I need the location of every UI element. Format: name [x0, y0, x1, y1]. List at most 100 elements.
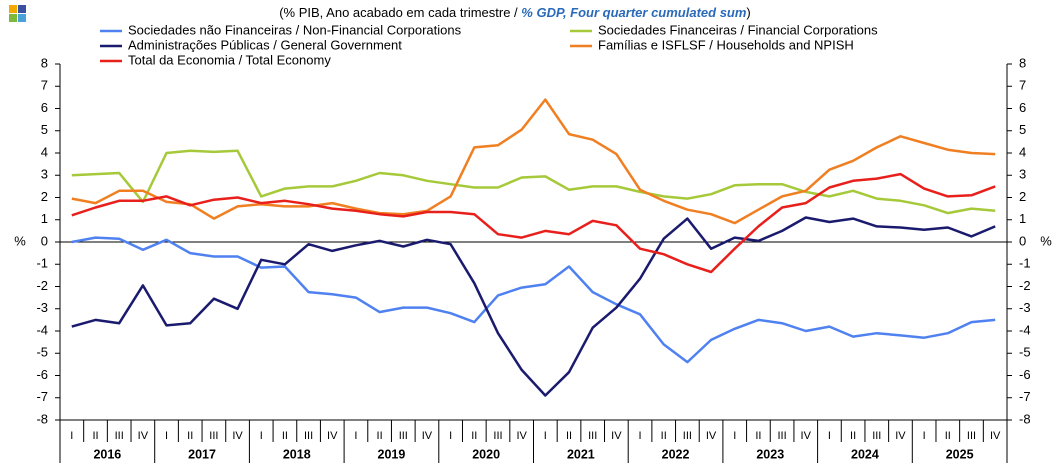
x-tick-label: II — [471, 430, 477, 442]
year-label: 2017 — [188, 447, 216, 461]
x-tick-label: III — [304, 430, 313, 442]
legend-label: Sociedades não Financeiras / Non-Financi… — [128, 22, 462, 37]
x-tick-label: IV — [990, 430, 1001, 442]
legend-label: Sociedades Financeiras / Financial Corpo… — [598, 22, 878, 37]
x-tick-label: III — [683, 430, 692, 442]
series-line — [71, 149, 996, 215]
y-tick-label: 0 — [41, 233, 48, 248]
year-label: 2025 — [946, 447, 974, 461]
y2-tick-label: 7 — [1019, 78, 1026, 93]
x-tick-label: III — [588, 430, 597, 442]
x-tick-label: I — [828, 430, 831, 442]
y-tick-label: -5 — [36, 345, 48, 360]
x-tick-label: IV — [138, 430, 149, 442]
x-tick-label: IV — [232, 430, 243, 442]
series-line — [71, 172, 996, 274]
x-tick-label: I — [70, 430, 73, 442]
year-label: 2023 — [756, 447, 784, 461]
y2-axis-label: % — [1040, 233, 1052, 248]
x-tick-label: II — [92, 430, 98, 442]
year-label: 2016 — [93, 447, 121, 461]
y-tick-label: 2 — [41, 189, 48, 204]
y2-tick-label: -1 — [1019, 256, 1031, 271]
x-tick-label: II — [377, 430, 383, 442]
legend-label: Administrações Públicas / General Govern… — [128, 37, 402, 52]
x-tick-label: II — [282, 430, 288, 442]
y2-tick-label: 4 — [1019, 144, 1026, 159]
y2-tick-label: 5 — [1019, 122, 1026, 137]
y2-tick-label: -7 — [1019, 389, 1031, 404]
y-tick-label: 4 — [41, 144, 48, 159]
x-tick-label: III — [209, 430, 218, 442]
y2-tick-label: 6 — [1019, 100, 1026, 115]
y2-tick-label: 3 — [1019, 167, 1026, 182]
y-tick-label: -7 — [36, 389, 48, 404]
x-tick-label: IV — [422, 430, 433, 442]
x-tick-label: IV — [611, 430, 622, 442]
y2-tick-label: -4 — [1019, 322, 1031, 337]
year-label: 2019 — [378, 447, 406, 461]
y-tick-label: 1 — [41, 211, 48, 226]
x-tick-label: IV — [516, 430, 527, 442]
y2-tick-label: -6 — [1019, 367, 1031, 382]
x-tick-label: IV — [895, 430, 906, 442]
x-tick-label: I — [923, 430, 926, 442]
x-tick-label: I — [354, 430, 357, 442]
legend-label: Total da Economia / Total Economy — [128, 52, 331, 67]
y-tick-label: -6 — [36, 367, 48, 382]
x-tick-label: IV — [801, 430, 812, 442]
legend-label: Famílias e ISFLSF / Households and NPISH — [598, 37, 854, 52]
title-close: ) — [746, 5, 750, 20]
x-tick-label: I — [639, 430, 642, 442]
x-tick-label: III — [115, 430, 124, 442]
y-tick-label: -4 — [36, 322, 48, 337]
y-tick-label: 5 — [41, 122, 48, 137]
x-tick-label: III — [493, 430, 502, 442]
y-tick-label: -8 — [36, 411, 48, 426]
series-line — [71, 98, 996, 225]
y2-tick-label: -3 — [1019, 300, 1031, 315]
year-label: 2024 — [851, 447, 879, 461]
y-tick-label: 8 — [41, 55, 48, 70]
x-tick-label: II — [187, 430, 193, 442]
y2-tick-label: 1 — [1019, 211, 1026, 226]
x-tick-label: III — [872, 430, 881, 442]
y2-tick-label: -8 — [1019, 411, 1031, 426]
x-tick-label: II — [755, 430, 761, 442]
y2-tick-label: 8 — [1019, 55, 1026, 70]
y-axis-label: % — [14, 233, 26, 248]
x-tick-label: I — [733, 430, 736, 442]
x-tick-label: II — [945, 430, 951, 442]
x-tick-label: I — [449, 430, 452, 442]
y2-tick-label: 2 — [1019, 189, 1026, 204]
year-label: 2018 — [283, 447, 311, 461]
y2-tick-label: 0 — [1019, 233, 1026, 248]
y-tick-label: -1 — [36, 256, 48, 271]
y-tick-label: 6 — [41, 100, 48, 115]
x-tick-label: IV — [327, 430, 338, 442]
x-tick-label: III — [967, 430, 976, 442]
y-tick-label: -2 — [36, 278, 48, 293]
year-label: 2022 — [662, 447, 690, 461]
x-tick-label: IV — [706, 430, 717, 442]
y-tick-label: -3 — [36, 300, 48, 315]
series-line — [71, 216, 996, 397]
y-tick-label: 3 — [41, 167, 48, 182]
year-label: 2021 — [567, 447, 595, 461]
x-tick-label: II — [850, 430, 856, 442]
chart-title: (% PIB, Ano acabado em cada trimestre / … — [279, 5, 751, 20]
x-tick-label: I — [260, 430, 263, 442]
y2-tick-label: -5 — [1019, 345, 1031, 360]
y2-tick-label: -2 — [1019, 278, 1031, 293]
x-tick-label: II — [661, 430, 667, 442]
series-line — [71, 236, 996, 364]
y-tick-label: 7 — [41, 78, 48, 93]
x-tick-label: III — [778, 430, 787, 442]
logo — [9, 5, 26, 22]
title-pt: (% PIB, Ano acabado em cada trimestre / — [279, 5, 521, 20]
x-tick-label: I — [544, 430, 547, 442]
title-en: % GDP, Four quarter cumulated sum — [521, 5, 747, 20]
x-tick-label: III — [399, 430, 408, 442]
x-tick-label: II — [566, 430, 572, 442]
